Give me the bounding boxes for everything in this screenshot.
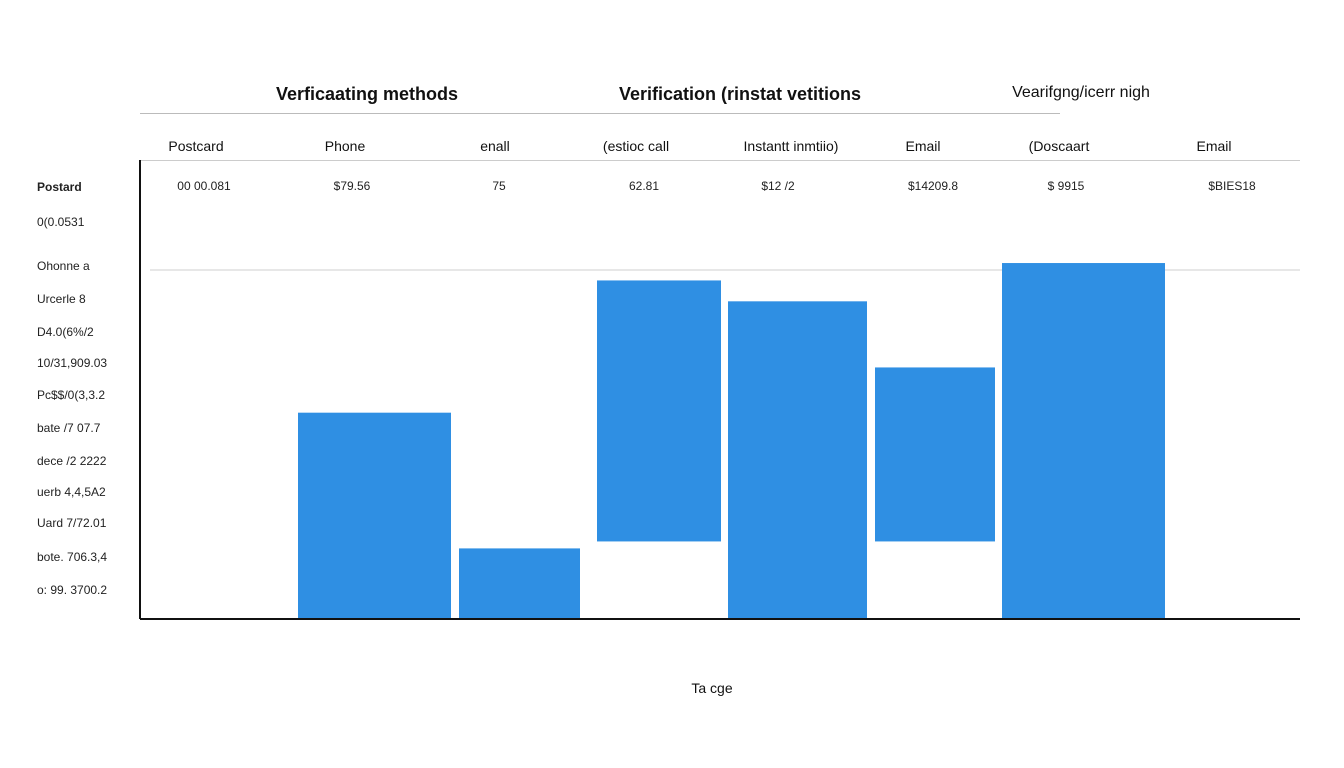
row-label: Urcerle 8 (37, 292, 86, 306)
bar (875, 367, 995, 542)
row-label: 0(0.0531 (37, 215, 85, 229)
header-divider (140, 160, 1300, 161)
group-title-3: Vearifgng/icerr nigh (1012, 84, 1150, 101)
row-label: Postard (37, 180, 82, 194)
row-label: bate /7 07.7 (37, 421, 101, 435)
column-value: 75 (492, 179, 506, 193)
bar (459, 548, 580, 618)
row-label: 10/31,909.03 (37, 356, 108, 370)
column-header: enall (480, 138, 510, 154)
column-header: (estioc call (602, 138, 670, 154)
row-label: D4.0(6%/2 (37, 325, 94, 339)
column-value: $14209.8 (907, 179, 959, 193)
bar (1002, 263, 1165, 618)
group-title-1: Verficaating methods (275, 84, 459, 104)
column-value: 00 00.081 (177, 179, 231, 193)
column-header: Postcard (168, 138, 224, 154)
row-label: o: 99. 3700.2 (37, 583, 108, 597)
column-header: Instantt inmtiio) (743, 138, 839, 154)
x-axis-label: Ta cge (691, 680, 733, 696)
column-value: $12 /2 (761, 179, 795, 193)
row-label: dece /2 2222 (37, 454, 107, 468)
column-header: Email (905, 138, 941, 154)
column-value: 62.81 (628, 179, 660, 193)
row-label: Pc$$/0(3,3.2 (37, 388, 106, 402)
column-value: $ 9915 (1047, 179, 1085, 193)
row-label: uerb 4,4,5A2 (37, 485, 106, 499)
bar (298, 412, 451, 618)
bars-group (298, 263, 1165, 618)
column-value: $BIES18 (1208, 179, 1256, 193)
column-header: (Doscaart (1028, 138, 1090, 154)
row-label: Ohonne a (37, 259, 90, 273)
column-header: Email (1196, 138, 1232, 154)
bar (597, 280, 721, 542)
row-label: Uard 7/72.01 (37, 516, 107, 530)
bar (728, 301, 867, 618)
title-divider (140, 113, 1060, 114)
column-header: Phone (324, 138, 366, 154)
column-value: $79.56 (333, 179, 371, 193)
group-title-2: Verification (rinstat vetitions (618, 84, 862, 104)
row-label: bote. 706.3,4 (37, 550, 108, 564)
